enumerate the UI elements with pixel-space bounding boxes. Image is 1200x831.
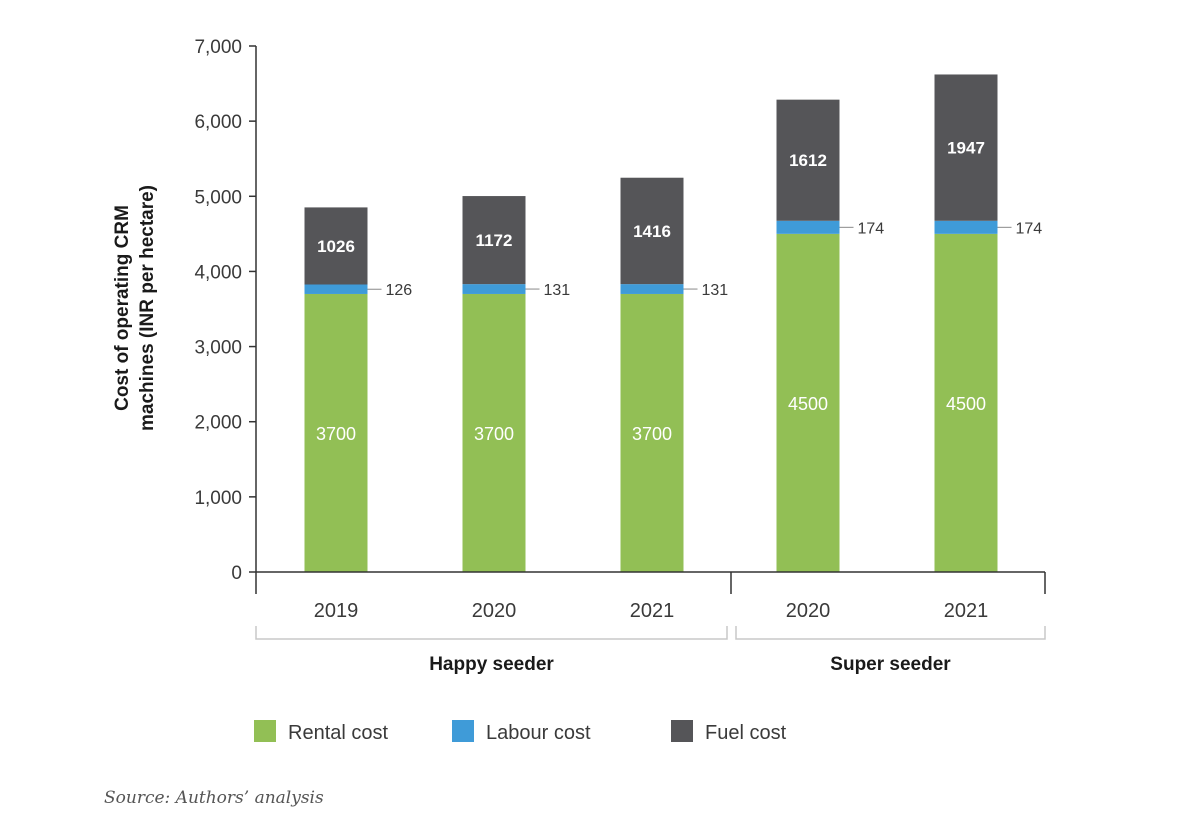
data-label-rental: 3700 xyxy=(632,424,672,444)
bars xyxy=(304,74,998,572)
bar-segment-fuel-cost xyxy=(776,99,840,221)
data-label-labour: 174 xyxy=(858,220,885,237)
y-axis-label-line-2: machines (INR per hectare) xyxy=(137,185,158,431)
data-labels: 3700 1026 126 3700 1172 131 3700 1416 131 4500 161… xyxy=(316,139,1042,444)
y-axis-label-line-1: Cost of operating CRM xyxy=(112,205,133,411)
bar-segment-fuel-cost xyxy=(620,177,684,285)
bar-segment-fuel-cost xyxy=(462,196,526,285)
legend-swatch xyxy=(452,720,474,742)
bar-segment-labour-cost xyxy=(462,284,526,294)
data-label-labour: 126 xyxy=(386,282,413,299)
legend-label: Rental cost xyxy=(288,722,388,744)
data-label-rental: 4500 xyxy=(946,394,986,414)
data-label-rental: 3700 xyxy=(474,424,514,444)
axes: 0 1,000 2,000 3,000 4,000 5,000 6,000 7,000 xyxy=(194,37,257,584)
data-label-labour: 131 xyxy=(544,282,571,299)
y-tick-label: 2,000 xyxy=(194,413,242,434)
x-tick-label: 2021 xyxy=(630,600,675,622)
legend-swatch xyxy=(254,720,276,742)
x-axis: 2019 2020 2021 2020 2021 Happy seeder Super se… xyxy=(255,571,1046,675)
bar-segment-labour-cost xyxy=(776,220,840,234)
x-tick-label: 2020 xyxy=(786,600,831,622)
legend: Rental cost Labour cost Fuel cost xyxy=(254,720,787,744)
legend-label: Labour cost xyxy=(486,722,591,744)
y-tick-label: 5,000 xyxy=(194,187,242,208)
y-tick-label: 4,000 xyxy=(194,262,242,283)
y-axis-label: Cost of operating CRM machines (INR per … xyxy=(112,185,158,431)
bar-segment-fuel-cost xyxy=(934,74,998,221)
x-tick-label: 2021 xyxy=(944,600,989,622)
group-label: Happy seeder xyxy=(429,654,554,675)
data-label-fuel: 1416 xyxy=(633,222,671,241)
bar-segment-rental-cost xyxy=(620,293,684,572)
y-tick-label: 3,000 xyxy=(194,338,242,359)
data-label-fuel: 1026 xyxy=(317,237,355,256)
bar-segment-rental-cost xyxy=(462,293,526,572)
bar-segment-labour-cost xyxy=(620,284,684,294)
legend-swatch xyxy=(671,720,693,742)
x-tick-label: 2020 xyxy=(472,600,517,622)
bar-segment-rental-cost xyxy=(776,233,840,572)
data-label-labour: 174 xyxy=(1016,220,1043,237)
group-bracket xyxy=(255,626,728,640)
y-tick-label: 1,000 xyxy=(194,488,242,509)
bar-segment-rental-cost xyxy=(934,233,998,572)
source-note: Source: Authors’ analysis xyxy=(104,788,324,808)
data-label-rental: 3700 xyxy=(316,424,356,444)
y-tick-label: 6,000 xyxy=(194,112,242,133)
bar-segment-labour-cost xyxy=(934,220,998,234)
bar-segment-rental-cost xyxy=(304,293,368,572)
legend-label: Fuel cost xyxy=(705,722,787,744)
bar-segment-labour-cost xyxy=(304,284,368,294)
bar-segment-fuel-cost xyxy=(304,207,368,285)
data-label-labour: 131 xyxy=(702,282,729,299)
data-label-fuel: 1612 xyxy=(789,151,827,170)
data-label-fuel: 1172 xyxy=(476,231,513,250)
y-tick-label: 7,000 xyxy=(194,37,242,58)
data-label-rental: 4500 xyxy=(788,394,828,414)
group-bracket xyxy=(735,626,1046,640)
group-label: Super seeder xyxy=(830,654,951,675)
x-tick-label: 2019 xyxy=(314,600,359,622)
data-label-fuel: 1947 xyxy=(947,139,985,158)
y-tick-label: 0 xyxy=(231,563,242,584)
